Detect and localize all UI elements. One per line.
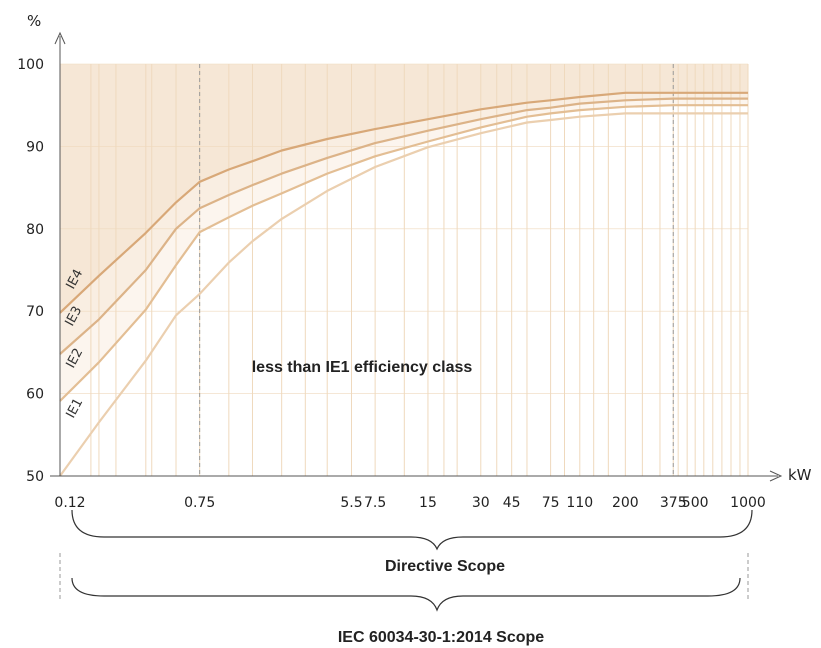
efficiency-curves	[59, 91, 748, 477]
directive-scope-label: Directive Scope	[385, 558, 505, 575]
directive-scope-brace	[71, 509, 753, 551]
x-tick-label: 200	[612, 495, 639, 511]
y-tick-labels: 50 60 70 80 90 100	[17, 57, 44, 485]
y-tick-label: 90	[26, 139, 44, 155]
x-tick-label: 110	[566, 495, 593, 511]
band-above-ie4	[60, 64, 748, 313]
y-tick-label: 70	[26, 304, 44, 320]
x-tick-label: 7.5	[364, 495, 386, 511]
x-axis-arrow-icon	[769, 470, 783, 482]
x-tick-label: 375	[660, 495, 687, 511]
efficiency-bands	[60, 64, 748, 402]
y-tick-label: 80	[26, 222, 44, 238]
series-ie4-line	[59, 91, 748, 314]
x-tick-label: 5.5	[340, 495, 362, 511]
iec-scope-label: IEC 60034-30-1:2014 Scope	[338, 629, 544, 646]
y-tick-label: 100	[17, 57, 44, 73]
iec-scope-brace	[71, 577, 741, 612]
series-ie1-line	[59, 112, 748, 477]
series-ie3-line	[59, 97, 748, 355]
dashed-reference-lines	[199, 64, 674, 476]
y-axis-unit: %	[27, 12, 41, 30]
series-ie2-line	[59, 104, 748, 402]
x-tick-label: 1000	[730, 495, 766, 511]
x-tick-label: 0.75	[184, 495, 215, 511]
axes	[50, 31, 783, 482]
x-tick-label: 30	[472, 495, 490, 511]
x-tick-label: 45	[503, 495, 521, 511]
y-tick-label: 60	[26, 387, 44, 403]
x-tick-label: 15	[419, 495, 437, 511]
vertical-gridlines	[59, 63, 749, 477]
y-tick-label: 50	[26, 469, 44, 485]
x-tick-label: 500	[682, 495, 709, 511]
x-tick-label: 0.12	[54, 495, 85, 511]
y-axis-arrow-icon	[54, 31, 66, 45]
series-ie1-label: IE1	[64, 396, 87, 421]
x-axis-unit: kW	[788, 466, 812, 484]
x-tick-label: 75	[542, 495, 560, 511]
below-ie1-annotation: less than IE1 efficiency class	[252, 359, 473, 376]
directive-scope: Directive Scope	[71, 509, 753, 575]
iec-scope: IEC 60034-30-1:2014 Scope	[59, 553, 749, 646]
